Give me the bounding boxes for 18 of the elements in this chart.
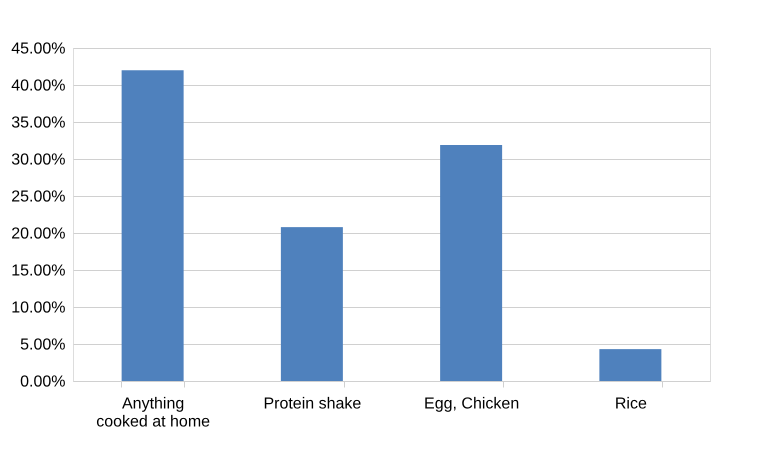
x-tick-label: Rice	[614, 396, 647, 412]
y-tick-label: 15.00%	[11, 262, 66, 280]
y-tick-label: 45.00%	[11, 40, 66, 58]
y-tick-label: 5.00%	[20, 336, 66, 354]
y-tick-label: 40.00%	[11, 78, 66, 94]
y-tick-label: 0.00%	[20, 374, 66, 390]
bar	[599, 349, 662, 381]
y-tick-label: 10.00%	[11, 300, 66, 316]
x-tick-label: Anything cooked at home	[96, 396, 210, 430]
y-tick-label: 30.00%	[11, 152, 66, 168]
bar	[122, 70, 184, 381]
bar	[440, 144, 502, 381]
x-tick-label: Protein shake	[263, 396, 362, 412]
bar	[280, 227, 343, 381]
y-tick-label: 35.00%	[11, 114, 66, 132]
y-tick-label: 25.00%	[11, 188, 66, 206]
y-tick-label: 20.00%	[11, 226, 66, 242]
x-tick-label: Egg, Chicken	[424, 396, 520, 412]
